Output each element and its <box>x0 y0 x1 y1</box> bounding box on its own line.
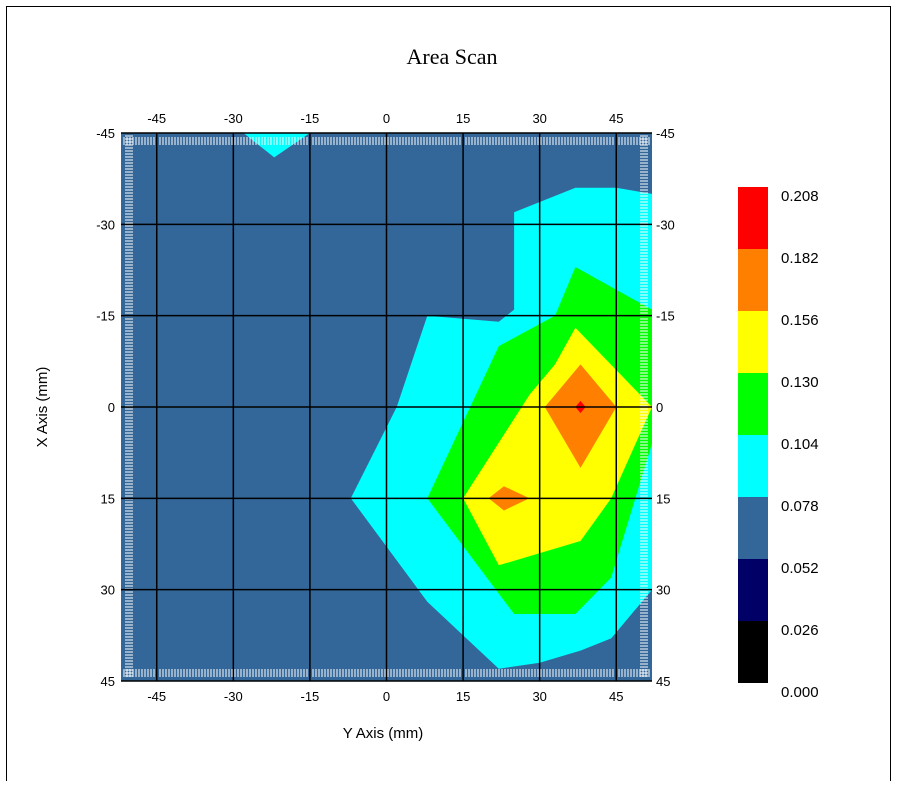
x-tick-label-top: 15 <box>456 111 470 126</box>
x-tick-label-bottom: 30 <box>532 689 546 704</box>
y-tick-label-right: -45 <box>656 126 675 141</box>
x-tick-label-bottom: 0 <box>383 689 390 704</box>
x-tick-label-bottom: -45 <box>147 689 166 704</box>
tick-labels: -45 -45 -30 -30 -15 -15 0 0 15 15 30 30 45 45 -45 -45 -3… <box>96 111 675 704</box>
x-tick-label-top: -45 <box>147 111 166 126</box>
area-scan-chart: Area Scan -45 -45 -30 -30 -15 -15 0 0 15 15 30 30 45… <box>34 44 819 742</box>
y-tick-label-left: 0 <box>108 400 115 415</box>
y-tick-label-left: -15 <box>96 309 115 324</box>
legend-label-3: 0.130 <box>781 374 819 391</box>
legend-swatch-2 <box>738 311 768 373</box>
y-tick-label-left: -30 <box>96 217 115 232</box>
y-tick-label-left: 45 <box>101 674 115 689</box>
legend-swatch-0 <box>738 187 768 249</box>
contour-region-0.104-0 <box>243 133 310 158</box>
y-axis-label: X Axis (mm) <box>34 367 51 448</box>
legend-swatch-7 <box>738 621 768 683</box>
grid-lines <box>121 132 652 682</box>
y-tick-label-right: 15 <box>656 491 670 506</box>
legend-swatch-3 <box>738 373 768 435</box>
y-tick-label-right: -15 <box>656 309 675 324</box>
x-tick-label-top: -30 <box>224 111 243 126</box>
legend-label-7: 0.026 <box>781 622 819 639</box>
y-tick-label-right: 45 <box>656 674 670 689</box>
edge-hatching <box>123 135 650 677</box>
color-legend: 0.208 0.182 0.156 0.130 0.104 0.078 0.052 0.026… <box>738 187 819 701</box>
legend-label-0: 0.208 <box>781 188 819 205</box>
x-tick-label-bottom: -15 <box>301 689 320 704</box>
x-tick-label-top: 30 <box>532 111 546 126</box>
legend-label-6: 0.052 <box>781 560 819 577</box>
contour-region-0.182-4 <box>544 364 617 468</box>
x-tick-label-bottom: 45 <box>609 689 623 704</box>
x-tick-label-top: 45 <box>609 111 623 126</box>
x-axis-label: Y Axis (mm) <box>343 725 424 742</box>
legend-swatch-1 <box>738 249 768 311</box>
y-tick-label-right: 0 <box>656 400 663 415</box>
legend-label-2: 0.156 <box>781 312 819 329</box>
y-tick-label-left: -45 <box>96 126 115 141</box>
legend-swatch-6 <box>738 559 768 621</box>
x-tick-label-bottom: -30 <box>224 689 243 704</box>
plot-area <box>121 132 652 682</box>
x-tick-label-top: -15 <box>301 111 320 126</box>
legend-label-8: 0.000 <box>781 684 819 701</box>
chart-frame: Area Scan -45 -45 -30 -30 -15 -15 0 0 15 15 30 30 45… <box>6 6 891 781</box>
legend-label-4: 0.104 <box>781 436 819 453</box>
y-tick-label-left: 30 <box>101 583 115 598</box>
legend-swatch-5 <box>738 497 768 559</box>
y-tick-label-right: -30 <box>656 217 675 232</box>
legend-label-1: 0.182 <box>781 250 819 267</box>
chart-title: Area Scan <box>406 44 497 69</box>
legend-swatch-4 <box>738 435 768 497</box>
y-tick-label-right: 30 <box>656 583 670 598</box>
x-tick-label-top: 0 <box>383 111 390 126</box>
y-tick-label-left: 15 <box>101 491 115 506</box>
legend-label-5: 0.078 <box>781 498 819 515</box>
x-tick-label-bottom: 15 <box>456 689 470 704</box>
